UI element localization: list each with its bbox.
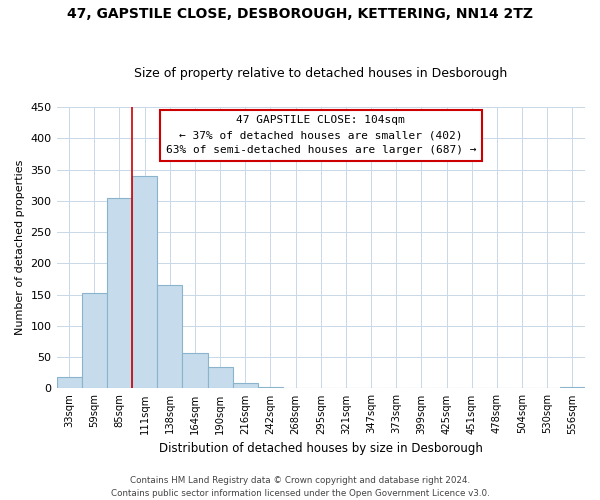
Text: 47, GAPSTILE CLOSE, DESBOROUGH, KETTERING, NN14 2TZ: 47, GAPSTILE CLOSE, DESBOROUGH, KETTERIN…: [67, 8, 533, 22]
Bar: [107, 198, 132, 388]
Bar: [132, 176, 157, 388]
X-axis label: Distribution of detached houses by size in Desborough: Distribution of detached houses by size …: [159, 442, 483, 455]
Bar: [82, 293, 107, 388]
Y-axis label: Number of detached properties: Number of detached properties: [15, 160, 25, 336]
Text: Contains HM Land Registry data © Crown copyright and database right 2024.
Contai: Contains HM Land Registry data © Crown c…: [110, 476, 490, 498]
Bar: [157, 286, 182, 389]
Bar: [258, 387, 283, 388]
Title: Size of property relative to detached houses in Desborough: Size of property relative to detached ho…: [134, 66, 508, 80]
Bar: [56, 377, 82, 388]
Text: 47 GAPSTILE CLOSE: 104sqm
← 37% of detached houses are smaller (402)
63% of semi: 47 GAPSTILE CLOSE: 104sqm ← 37% of detac…: [166, 116, 476, 155]
Bar: [233, 383, 258, 388]
Bar: [208, 366, 233, 388]
Bar: [182, 353, 208, 388]
Bar: [560, 386, 585, 388]
